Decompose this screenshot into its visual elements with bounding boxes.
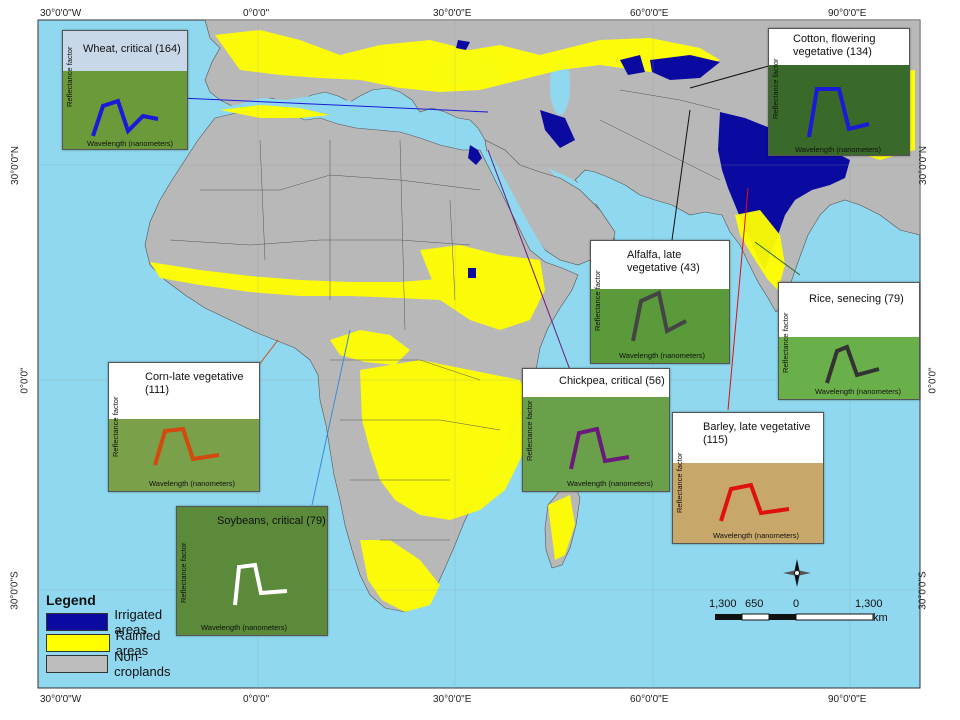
legend-label-rainfed: Rainfed areas xyxy=(115,627,161,658)
legend-swatch-noncroplands xyxy=(46,654,109,673)
lon-label-top-5: 90°0'0"E xyxy=(828,8,867,19)
inset-wheat: Wheat, critical (164) Reflectance factor… xyxy=(62,30,188,150)
legend-swatch-rainfed xyxy=(46,633,110,652)
barley-photo xyxy=(673,413,823,543)
lat-label-left-3: 30°0'0"S xyxy=(9,571,21,610)
inset-alfalfa: Alfalfa, late vegetative (43) Reflectanc… xyxy=(590,240,730,364)
lon-label-bottom-1: 30°0'0"W xyxy=(40,694,82,705)
inset-rice-xlabel: Wavelength (nanometers) xyxy=(815,387,902,396)
inset-barley-ylabel: Reflectance factor xyxy=(675,452,684,513)
inset-wheat-xlabel: Wavelength (nanometers) xyxy=(87,139,174,148)
scale-label-1: 1,300 xyxy=(709,598,737,610)
inset-soybeans-xlabel: Wavelength (nanometers) xyxy=(201,623,288,632)
inset-soybeans: Soybeans, critical (79) Reflectance fact… xyxy=(176,506,328,636)
soybeans-photo xyxy=(177,507,327,635)
inset-cotton-title: Cotton, flowering vegetative (134) xyxy=(793,33,876,58)
red-sea xyxy=(484,150,548,258)
lon-label-top-2: 0°0'0" xyxy=(243,8,270,19)
lat-label-left-1: 30°0'0"N xyxy=(9,146,21,185)
legend-label-noncroplands: Non-croplands xyxy=(114,648,171,679)
inset-leader-lines xyxy=(179,59,801,506)
scale-unit: km xyxy=(873,612,888,624)
chickpea-photo xyxy=(523,369,669,491)
lat-label-right-3: 30°0'0"S xyxy=(917,571,929,610)
inset-barley-title: Barley, late vegetative (115) xyxy=(703,421,811,446)
inset-corn-xlabel: Wavelength (nanometers) xyxy=(149,479,236,488)
inset-corn: Corn-late vegetative (111) Reflectance f… xyxy=(108,362,260,492)
legend-swatch-irrigated xyxy=(46,612,109,631)
lon-label-bottom-3: 30°0'0"E xyxy=(433,694,472,705)
legend-title: Legend xyxy=(46,592,96,608)
legend-item-rainfed: Rainfed areas xyxy=(46,628,196,658)
alfalfa-photo xyxy=(591,241,729,363)
legend-item-noncroplands: Non-croplands xyxy=(46,649,196,679)
scale-label-3: 0 xyxy=(793,598,800,610)
inset-barley: Barley, late vegetative (115) Reflectanc… xyxy=(672,412,824,544)
inset-corn-title: Corn-late vegetative (111) xyxy=(145,371,244,396)
lat-label-left-2: 0°0'0" xyxy=(19,367,31,394)
inset-chickpea-xlabel: Wavelength (nanometers) xyxy=(567,479,654,488)
inset-cotton: Cotton, flowering vegetative (134) Refle… xyxy=(768,28,910,156)
inset-soybeans-title: Soybeans, critical (79) xyxy=(217,515,326,527)
lon-label-top-3: 30°0'0"E xyxy=(433,8,472,19)
rice-photo xyxy=(779,283,919,399)
scale-bar: 1,300 650 0 1,300 km xyxy=(709,598,895,628)
scale-label-2: 650 xyxy=(745,598,764,610)
inset-rice: Rice, senecing (79) Reflectance factor W… xyxy=(778,282,920,400)
inset-chickpea: Chickpea, critical (56) Reflectance fact… xyxy=(522,368,670,492)
map-legend: Legend Irrigated areas Rainfed areas Non… xyxy=(46,592,196,679)
lon-label-bottom-5: 90°0'0"E xyxy=(828,694,867,705)
lon-label-bottom-2: 0°0'0" xyxy=(243,694,270,705)
inset-chickpea-title: Chickpea, critical (56) xyxy=(559,375,665,387)
cotton-photo xyxy=(769,29,909,155)
inset-rice-title: Rice, senecing (79) xyxy=(809,293,904,305)
inset-alfalfa-title: Alfalfa, late vegetative (43) xyxy=(627,249,700,274)
lon-label-top-1: 30°0'0"W xyxy=(40,8,82,19)
wheat-photo xyxy=(63,31,187,149)
scale-label-4: 1,300 xyxy=(855,598,883,610)
inset-alfalfa-xlabel: Wavelength (nanometers) xyxy=(619,351,706,360)
inset-chickpea-ylabel: Reflectance factor xyxy=(525,400,534,461)
legend-item-irrigated: Irrigated areas xyxy=(46,607,196,637)
inset-alfalfa-ylabel: Reflectance factor xyxy=(593,270,602,331)
corn-photo xyxy=(109,363,259,491)
inset-cotton-ylabel: Reflectance factor xyxy=(771,58,780,119)
inset-corn-ylabel: Reflectance factor xyxy=(111,396,120,457)
inset-cotton-xlabel: Wavelength (nanometers) xyxy=(795,145,882,154)
inset-barley-xlabel: Wavelength (nanometers) xyxy=(713,531,800,540)
lon-label-top-4: 60°0'0"E xyxy=(630,8,669,19)
legend-label-irrigated: Irrigated areas xyxy=(114,606,163,637)
lat-label-right-2: 0°0'0" xyxy=(927,367,939,394)
inset-wheat-ylabel: Reflectance factor xyxy=(65,46,74,107)
lon-label-bottom-4: 60°0'0"E xyxy=(630,694,669,705)
scale-bar-graphic xyxy=(715,613,874,621)
inset-wheat-title: Wheat, critical (164) xyxy=(83,43,181,55)
inset-rice-ylabel: Reflectance factor xyxy=(781,312,790,373)
compass-rose-icon xyxy=(783,559,811,587)
lat-label-right-1: 30°0'0"N xyxy=(917,146,929,185)
country-borders xyxy=(169,89,721,541)
